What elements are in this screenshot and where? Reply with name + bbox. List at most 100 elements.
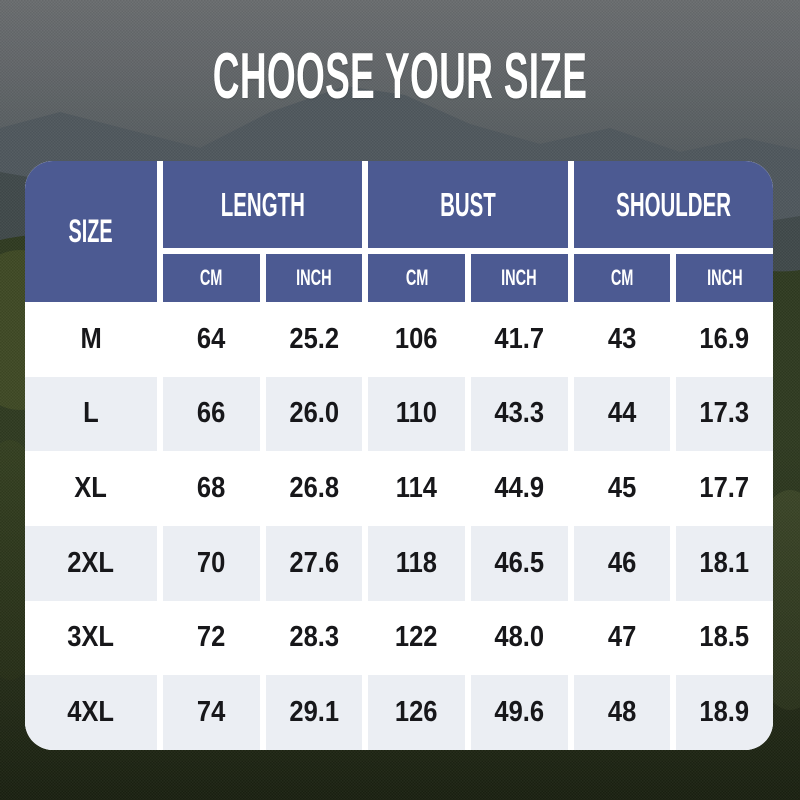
measurement-value: 43.3	[494, 397, 545, 430]
size-label: L	[83, 397, 99, 430]
unit-label: INCH	[706, 265, 743, 290]
measurement-value: 110	[396, 397, 438, 430]
measurement-value: 27.6	[289, 546, 339, 579]
measurement-value: 18.5	[699, 621, 750, 654]
measurement-cell: 126	[368, 675, 465, 750]
measurement-cell: 16.9	[676, 302, 773, 377]
measurement-value: 43	[607, 322, 637, 355]
size-row-xl: XL 68 26.8 114 44.9 45 17.7	[25, 451, 773, 526]
measurement-cell: 25.2	[266, 302, 363, 377]
measurement-value: 70	[197, 546, 226, 579]
size-row-m: M 64 25.2 106 41.7 43 16.9	[25, 302, 773, 377]
header-size-label: SIZE	[68, 213, 114, 249]
measurement-value: 48.0	[494, 621, 545, 654]
measurement-value: 47	[607, 621, 637, 654]
header-bust-inch: INCH	[470, 254, 568, 302]
unit-label: CM	[405, 265, 428, 290]
measurement-value: 72	[197, 621, 226, 654]
measurement-value: 44	[607, 397, 637, 430]
measurement-value: 26.0	[289, 397, 339, 430]
size-label-cell: XL	[25, 451, 157, 526]
unit-label: CM	[200, 265, 223, 290]
size-label-cell: 4XL	[25, 675, 157, 750]
measurement-value: 28.3	[289, 621, 339, 654]
measurement-cell: 46	[573, 525, 671, 601]
size-label-cell: 2XL	[25, 525, 157, 601]
size-row-4xl: 4XL 74 29.1 126 49.6 48 18.9	[25, 675, 773, 750]
measurement-cell: 114	[368, 451, 465, 526]
measurement-cell: 41.7	[471, 302, 568, 377]
header-length-label: LENGTH	[220, 185, 305, 223]
size-row-3xl: 3XL 72 28.3 122 48.0 47 18.5	[25, 600, 773, 676]
header-shoulder: SHOULDER	[573, 161, 773, 248]
measurement-value: 74	[197, 696, 226, 729]
header-bust: BUST	[368, 161, 568, 248]
measurement-cell: 64	[163, 302, 260, 377]
size-row-l: L 66 26.0 110 43.3 44 17.3	[25, 376, 773, 452]
measurement-cell: 68	[163, 451, 260, 526]
measurement-value: 49.6	[494, 696, 545, 729]
measurement-cell: 72	[163, 601, 260, 676]
measurement-cell: 27.6	[265, 525, 363, 601]
size-row-2xl: 2XL 70 27.6 118 46.5 46 18.1	[25, 525, 773, 601]
header-shoulder-cm: CM	[573, 254, 671, 302]
measurement-value: 66	[197, 397, 226, 430]
measurement-value: 29.1	[289, 696, 339, 729]
size-label-cell: M	[25, 302, 157, 377]
measurement-cell: 44.9	[471, 451, 568, 526]
measurement-cell: 118	[368, 525, 465, 601]
measurement-cell: 29.1	[265, 675, 363, 750]
measurement-cell: 66	[163, 376, 260, 452]
measurement-cell: 45	[574, 451, 671, 526]
measurement-cell: 26.0	[265, 376, 363, 452]
header-bust-label: BUST	[440, 185, 496, 223]
size-label: 3XL	[67, 621, 115, 654]
size-label: 4XL	[67, 696, 115, 729]
measurement-value: 41.7	[494, 322, 545, 355]
measurement-cell: 106	[368, 302, 465, 377]
measurement-cell: 49.6	[470, 675, 568, 750]
measurement-cell: 28.3	[266, 601, 363, 676]
header-shoulder-inch: INCH	[676, 254, 773, 302]
measurement-value: 64	[197, 322, 226, 355]
measurement-cell: 48	[573, 675, 671, 750]
measurement-value: 118	[396, 546, 438, 579]
measurement-value: 106	[395, 322, 438, 355]
measurement-value: 126	[395, 696, 438, 729]
measurement-value: 18.9	[699, 696, 750, 729]
header-shoulder-label: SHOULDER	[615, 185, 731, 223]
measurement-cell: 17.3	[676, 376, 773, 452]
measurement-value: 48	[607, 696, 637, 729]
measurement-value: 18.1	[699, 546, 750, 579]
unit-label: INCH	[296, 265, 332, 290]
measurement-value: 46.5	[494, 546, 545, 579]
measurement-cell: 70	[163, 525, 260, 601]
size-label: XL	[74, 472, 108, 505]
table-body: M 64 25.2 106 41.7 43 16.9 L 66 26.0 110…	[25, 302, 773, 750]
measurement-cell: 18.9	[676, 675, 773, 750]
header-length-cm: CM	[163, 254, 260, 302]
measurement-value: 16.9	[699, 322, 750, 355]
measurement-cell: 122	[368, 601, 465, 676]
measurement-cell: 44	[573, 376, 671, 452]
measurement-cell: 48.0	[471, 601, 568, 676]
measurement-value: 44.9	[494, 472, 545, 505]
measurement-value: 45	[607, 472, 637, 505]
measurement-value: 25.2	[289, 322, 339, 355]
size-label-cell: L	[25, 376, 157, 452]
measurement-value: 46	[607, 546, 637, 579]
header-bust-cm: CM	[368, 254, 465, 302]
unit-label: INCH	[501, 265, 538, 290]
header-length: LENGTH	[163, 161, 363, 248]
measurement-value: 68	[197, 472, 226, 505]
measurement-value: 17.3	[699, 397, 750, 430]
measurement-cell: 26.8	[266, 451, 363, 526]
measurement-cell: 18.1	[676, 525, 773, 601]
measurement-cell: 47	[574, 601, 671, 676]
measurement-value: 122	[395, 621, 438, 654]
header-size: SIZE	[25, 161, 157, 302]
measurement-cell: 18.5	[676, 601, 773, 676]
measurement-cell: 17.7	[676, 451, 773, 526]
size-label: M	[80, 322, 102, 355]
measurement-value: 26.8	[289, 472, 339, 505]
